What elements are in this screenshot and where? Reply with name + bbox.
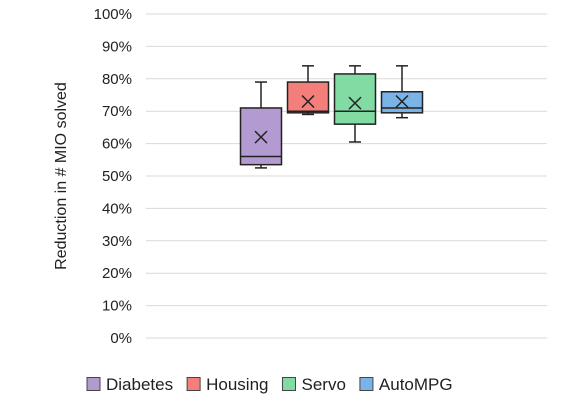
box-diabetes xyxy=(239,81,283,169)
y-tick-label: 10% xyxy=(102,298,132,315)
mean-marker xyxy=(395,94,409,109)
y-axis-tick-labels: 0% 10% 20% 30% 40% 50% 60% 70% 80% 90% 100% xyxy=(94,6,132,347)
y-tick-label: 50% xyxy=(102,168,132,185)
legend-swatch xyxy=(186,377,201,391)
gridlines xyxy=(146,13,547,339)
legend-swatch xyxy=(86,377,101,391)
y-tick-label: 100% xyxy=(94,6,132,23)
legend-label: AutoMPG xyxy=(379,375,453,394)
legend: Diabetes Housing Servo AutoMPG xyxy=(86,375,453,394)
y-tick-label: 0% xyxy=(110,330,132,347)
box-body xyxy=(286,81,330,114)
legend-label: Diabetes xyxy=(106,375,173,394)
mean-marker xyxy=(254,130,268,144)
y-tick-label: 40% xyxy=(102,200,132,217)
legend-swatch xyxy=(281,377,296,391)
mean-marker xyxy=(301,94,315,109)
y-tick-label: 90% xyxy=(102,38,132,55)
legend-swatch xyxy=(359,377,374,391)
box-servo xyxy=(333,65,377,143)
box-housing xyxy=(286,65,330,116)
y-tick-label: 70% xyxy=(102,103,132,120)
legend-label: Housing xyxy=(206,375,268,394)
y-tick-label: 80% xyxy=(102,71,132,88)
mean-marker xyxy=(348,96,362,110)
box-autompg xyxy=(380,65,424,119)
box-series xyxy=(239,65,424,169)
y-axis-title: Reduction in # MIO solved xyxy=(53,82,70,270)
y-tick-label: 30% xyxy=(102,233,132,250)
legend-label: Servo xyxy=(301,375,345,394)
box-body xyxy=(333,73,377,125)
y-tick-label: 20% xyxy=(102,265,132,282)
y-tick-label: 60% xyxy=(102,136,132,153)
